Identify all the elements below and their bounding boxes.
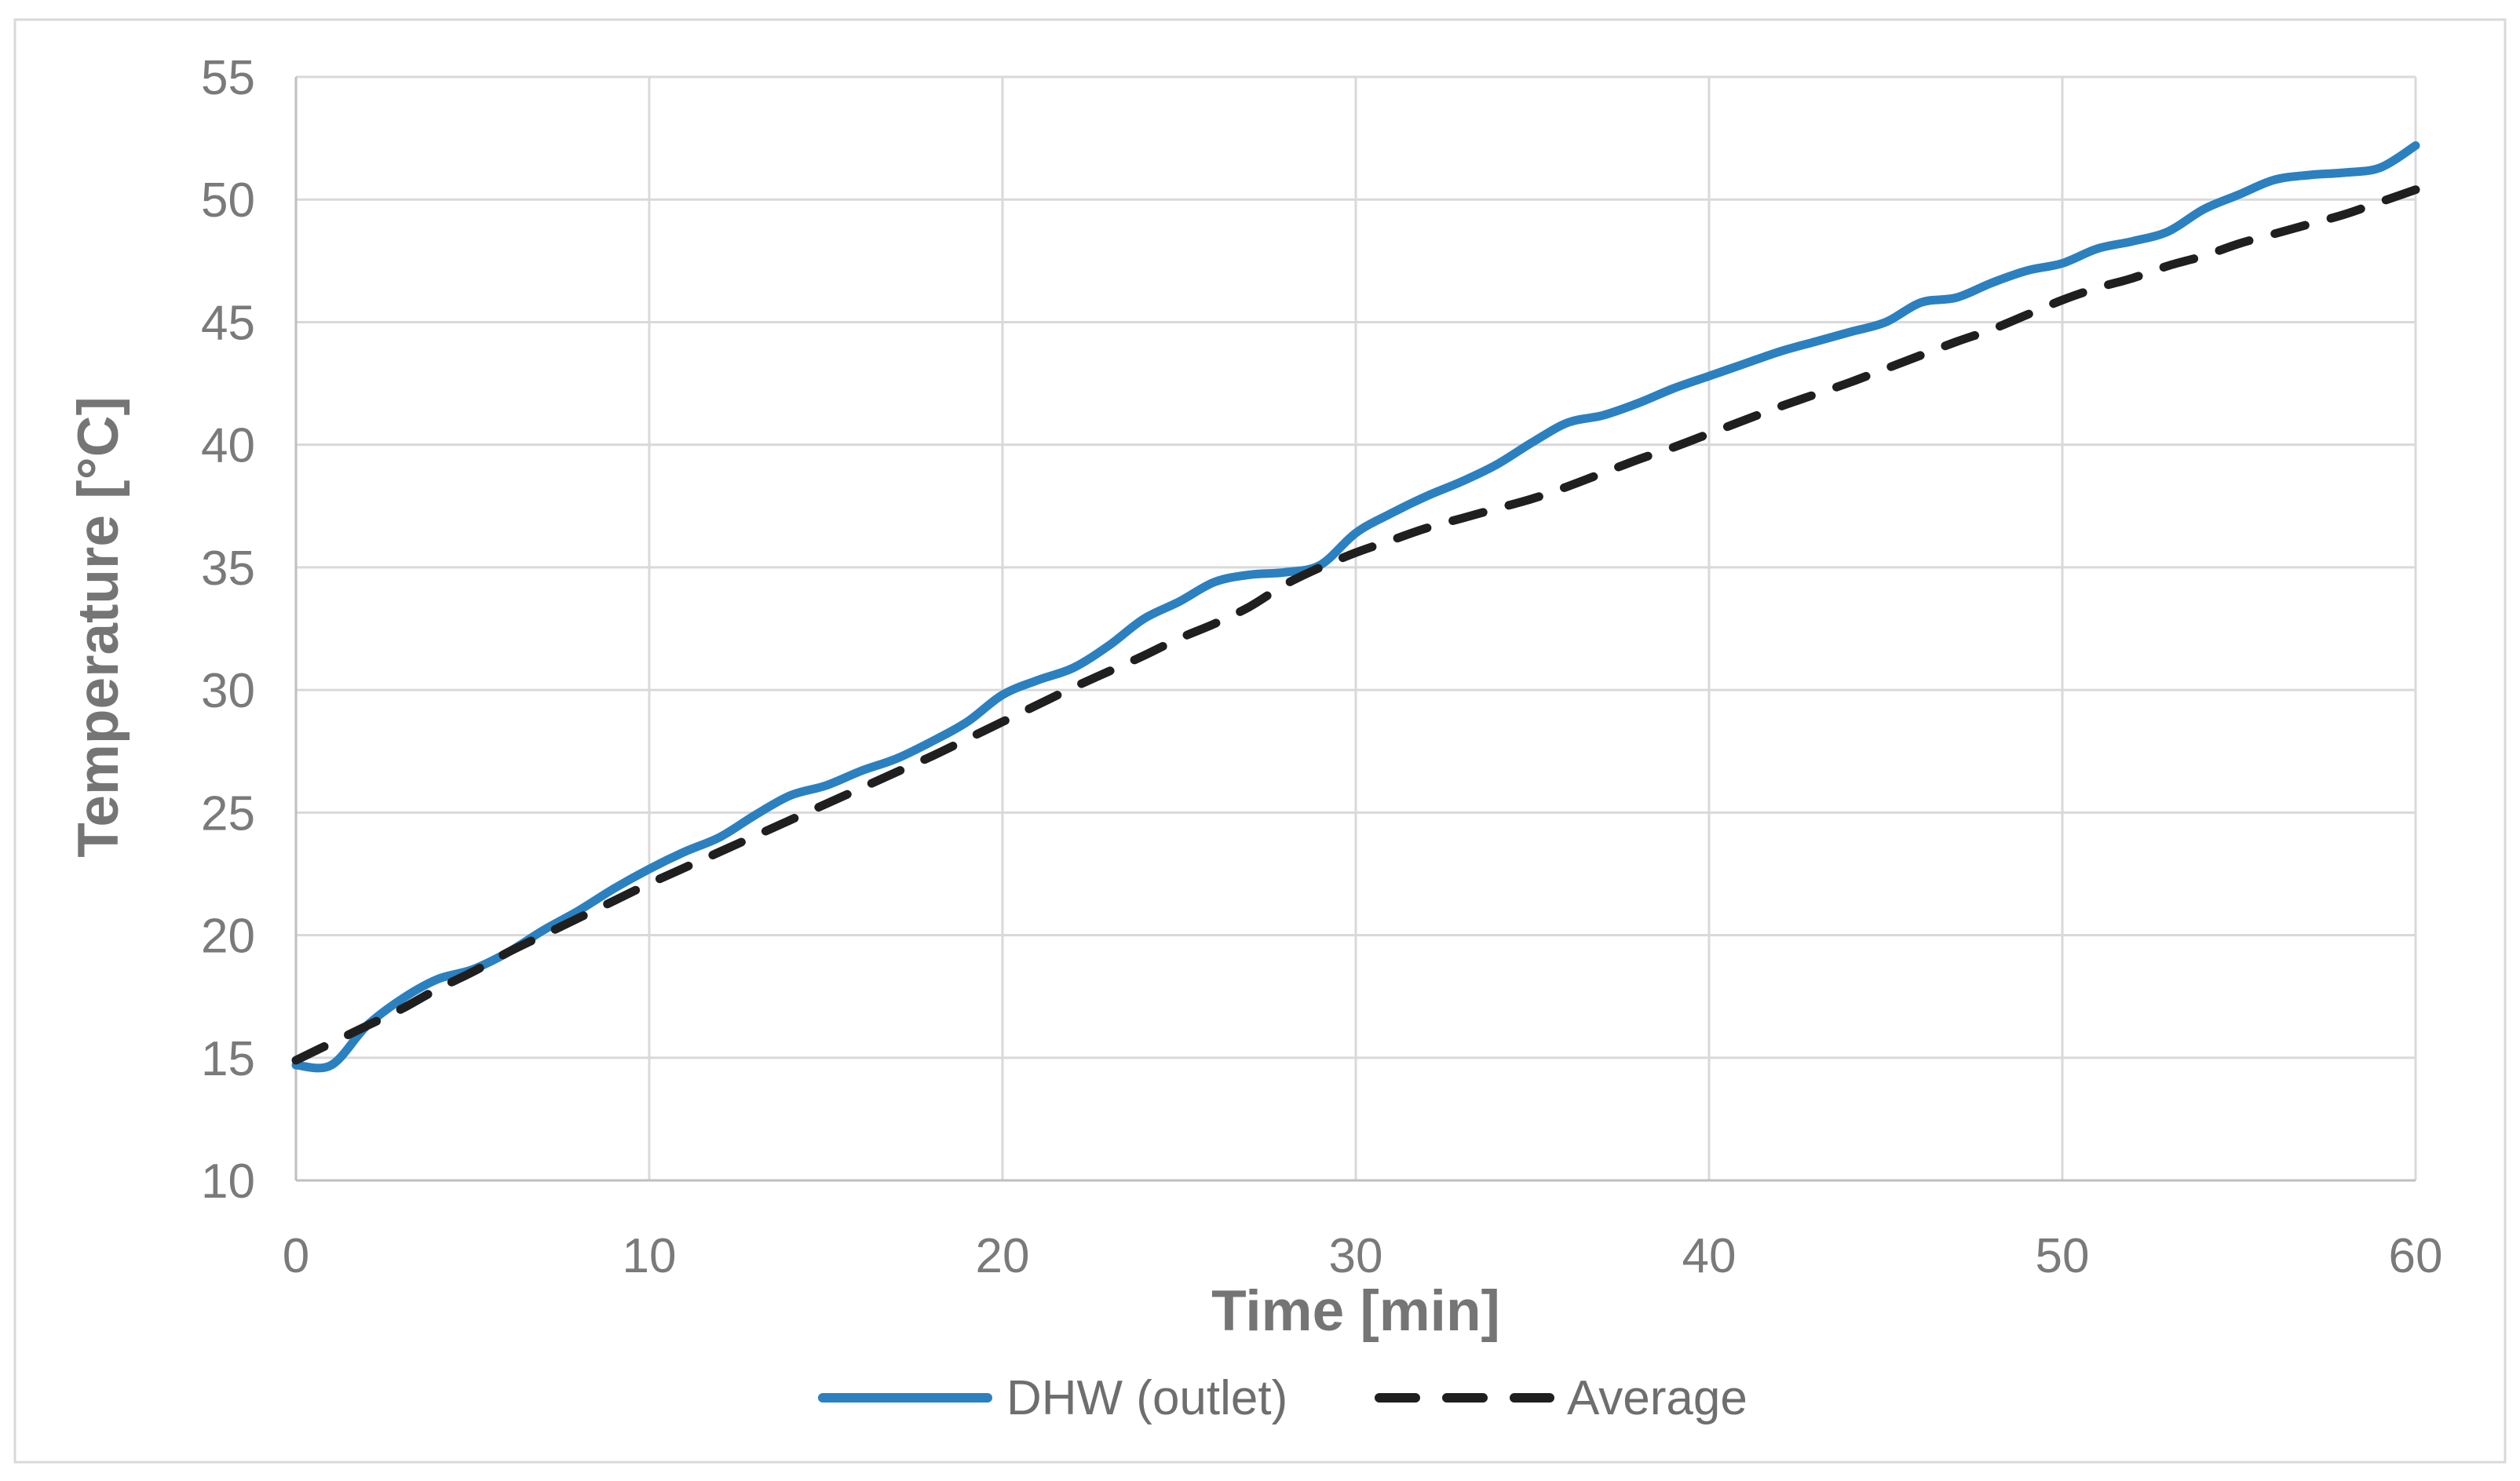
data-series: [291, 140, 2420, 1073]
gridlines: [294, 75, 2417, 1182]
legend-label-dhw: DHW (outlet): [1006, 1371, 1287, 1425]
x-tick-label: 40: [1682, 1229, 1737, 1283]
x-axis-title: Time [min]: [1211, 1279, 1500, 1343]
legend: DHW (outlet) Average: [818, 1371, 1748, 1425]
y-tick-label: 35: [201, 542, 255, 596]
x-tick-label: 30: [1329, 1229, 1383, 1283]
y-axis-title: Temperature [°C]: [67, 396, 130, 858]
x-tick-label: 10: [623, 1229, 677, 1283]
axis-lines: [294, 77, 2416, 1182]
y-tick-label: 25: [201, 786, 255, 841]
y-tick-label: 15: [201, 1032, 255, 1086]
x-tick-label: 50: [2036, 1229, 2090, 1283]
x-tick-label: 60: [2389, 1229, 2443, 1283]
y-tick-label: 40: [201, 419, 255, 473]
x-tick-label: 0: [283, 1229, 309, 1283]
y-tick-label: 50: [201, 173, 255, 228]
tick-labels: 10 15 20 25 30 35 40 45 50 55 0 10 20 30 40 50 60: [201, 51, 2442, 1283]
legend-label-average: Average: [1567, 1371, 1748, 1425]
y-tick-label: 45: [201, 296, 255, 350]
dhw-outlet-line: [291, 140, 2420, 1073]
y-tick-label: 30: [201, 664, 255, 718]
x-tick-label: 20: [976, 1229, 1030, 1283]
y-tick-label: 55: [201, 51, 255, 105]
y-tick-label: 20: [201, 910, 255, 964]
y-tick-label: 10: [201, 1155, 255, 1209]
figure-border: [13, 18, 2507, 1464]
average-line: [291, 185, 2420, 1065]
